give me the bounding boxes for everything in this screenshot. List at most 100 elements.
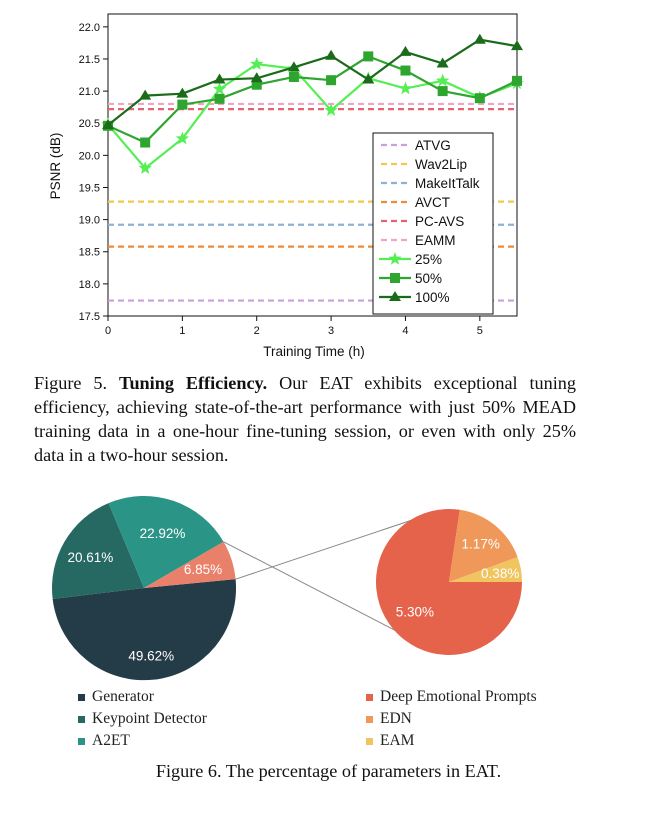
data-point [436,73,450,87]
pie-legend-right: Deep Emotional Prompts EDN EAM [366,686,537,752]
data-point [250,57,264,70]
legend-item: Generator [78,686,207,708]
tuning-efficiency-chart: 17.5 18.0 18.5 19.0 19.5 20.0 20.5 21.0 21.5 22.0… [48,13,524,359]
legend-entry: EAMM [381,233,456,248]
pie-slice [375,509,522,656]
legend-item: A2ET [78,730,207,752]
y-tick-label: 19.5 [79,182,100,194]
y-tick-label: 18.0 [79,279,100,291]
legend-entry: AVCT [381,195,450,210]
data-point [511,40,523,51]
axes: 17.5 18.0 18.5 19.0 19.5 20.0 20.5 21.0 21.5 22.0… [79,13,518,337]
slice-label: 0.38% [481,566,519,581]
chart-legend: ATVG Wav2Lip MakeItTalk AVCT PC-AVS EAMM 25% 50… [372,132,494,315]
y-tick-label: 18.5 [79,247,100,259]
caption-label: Figure 5. [34,373,108,393]
y-tick-label: 20.5 [79,118,100,130]
pie-slice [449,557,522,582]
data-point [437,86,448,97]
legend-label: ATVG [415,138,451,153]
x-tick-label: 2 [254,325,260,337]
data-point [288,71,299,82]
legend-label: 25% [415,252,442,267]
series-line [107,62,518,170]
data-point [399,45,412,56]
legend-label: EAMM [415,233,456,248]
data-point [326,75,337,86]
data-point [390,273,400,283]
y-tick-label: 22.0 [79,22,100,34]
pie-slice [52,579,237,681]
x-tick-label: 5 [477,325,483,337]
data-point [102,119,114,130]
data-point [140,137,151,148]
legend-item: Deep Emotional Prompts [366,686,537,708]
data-point [400,65,411,76]
legend-label: 100% [415,290,450,305]
data-point [436,57,449,68]
pie-slice [144,541,236,588]
data-point [175,131,189,145]
legend-label: AVCT [415,195,450,210]
pie-slice [449,509,518,582]
legend-label: 50% [415,271,442,286]
data-point [139,89,152,100]
data-point [473,33,486,44]
legend-entry: 50% [379,271,442,286]
figure-5-caption: Figure 5. Tuning Efficiency. Our EAT exh… [34,371,576,467]
caption-title: Tuning Efficiency. [118,373,268,393]
legend-label: MakeItTalk [415,176,480,191]
data-point [287,61,300,72]
slice-label: 5.30% [396,604,434,619]
y-tick-label: 17.5 [79,311,100,323]
legend-item: EDN [366,708,537,730]
x-tick-label: 1 [179,325,185,337]
slice-label: 22.92% [140,526,186,541]
pie-legend-left: Generator Keypoint Detector A2ET [78,686,207,752]
x-tick-label: 4 [402,325,408,337]
legend-label: Wav2Lip [415,157,467,172]
legend-entry: PC-AVS [381,214,464,229]
slice-label: 20.61% [68,550,114,565]
data-point [250,72,263,83]
x-tick-label: 0 [105,325,111,337]
y-tick-label: 21.0 [79,86,100,98]
data-point [138,161,152,174]
series-lines [101,33,524,174]
slice-label: 1.17% [462,536,500,551]
main-pie: 49.62% 20.61% 22.92% 6.85% [52,496,237,681]
data-point [214,93,225,104]
data-point [176,87,189,98]
slice-label: 49.62% [128,649,174,664]
series-line [107,38,518,127]
data-point [389,291,401,301]
series-line [107,55,518,144]
plot-frame [107,13,518,317]
data-point [474,93,485,104]
parameter-pie-charts: 49.62% 20.61% 22.92% 6.85% 5.30% 1.17% 0.38% [52,496,522,681]
legend-item: EAM [366,730,537,752]
legend-entry: MakeItTalk [381,176,480,191]
legend-entry: 100% [379,290,450,305]
legend-entry: Wav2Lip [381,157,467,172]
data-point [324,103,338,116]
series-100% [102,33,523,130]
data-point [398,81,413,95]
caption-text: Our EAT exhibits exceptional tuning effi… [34,373,576,465]
data-point [388,252,402,265]
legend-entry: ATVG [381,138,451,153]
legend-item: Keypoint Detector [78,708,207,730]
figure-6-caption: Figure 6. The percentage of parameters i… [155,761,502,781]
y-tick-label: 21.5 [79,54,100,66]
legend-entry: 25% [379,252,442,267]
pie-slice [108,496,224,588]
data-point [363,51,374,62]
y-tick-label: 20.0 [79,150,100,162]
data-point [512,75,522,86]
y-axis-label: PSNR (dB) [48,133,63,200]
series-50% [103,51,522,148]
breakdown-pie: 5.30% 1.17% 0.38% [375,509,522,656]
x-tick-label: 3 [328,325,334,337]
connector-line [235,510,440,580]
pie-slice [52,503,144,599]
